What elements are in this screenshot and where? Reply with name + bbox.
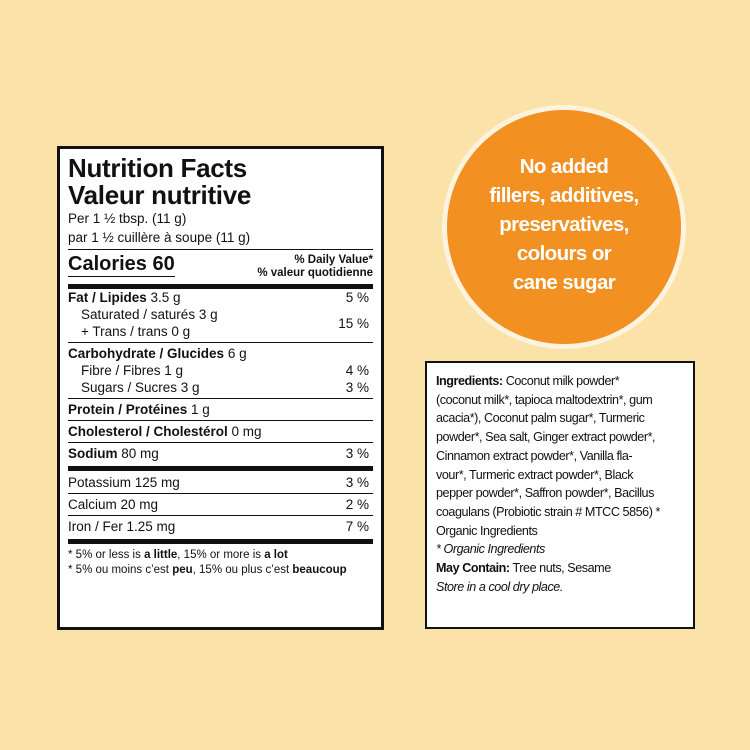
calcium-row: Calcium 20 mg 2 % xyxy=(68,496,373,513)
potassium-pct: 3 % xyxy=(345,475,369,490)
daily-value-header: % Daily Value* % valeur quotidienne xyxy=(257,252,373,280)
sodium-pct: 3 % xyxy=(345,446,369,461)
may-contain-label: May Contain: xyxy=(436,561,510,576)
sugars-label: Sugars / Sucres 3 g xyxy=(81,380,200,395)
divider xyxy=(68,442,373,443)
calories-label: Calories 60 xyxy=(68,253,175,277)
fat-amount: 3.5 g xyxy=(150,290,181,305)
calcium-pct: 2 % xyxy=(345,497,369,512)
ingredients-line: Cinnamon extract powder*, Vanilla fla- xyxy=(436,448,633,463)
ingredients-line: Organic Ingredients xyxy=(436,523,538,538)
cholesterol-amount: 0 mg xyxy=(231,424,262,439)
no-additives-badge: No added fillers, additives, preservativ… xyxy=(447,110,681,344)
ingredients-line: acacia*), Coconut palm sugar*, Turmeric xyxy=(436,411,645,426)
divider xyxy=(68,284,373,289)
iron-label: Iron / Fer 1.25 mg xyxy=(68,519,176,534)
footnote-en-text: * 5% or less is xyxy=(68,549,145,561)
sat-trans-group: Saturated / saturés 3 g + Trans / trans … xyxy=(68,306,373,340)
ingredients-line: (coconut milk*, tapioca maltodextrin*, g… xyxy=(436,392,653,407)
may-contain-value: Tree nuts, Sesame xyxy=(509,561,611,576)
protein-label: Protein / Protéines xyxy=(68,402,188,417)
badge-line: No added xyxy=(519,154,609,178)
protein-row: Protein / Protéines 1 g xyxy=(68,401,373,418)
ingredients-line: coagulans (Probiotic strain # MTCC 5856)… xyxy=(436,504,660,519)
cholesterol-label: Cholesterol / Cholestérol xyxy=(68,424,228,439)
calories-row: Calories 60 % Daily Value* % valeur quot… xyxy=(68,252,373,280)
badge-text: No added fillers, additives, preservativ… xyxy=(469,152,659,297)
cholesterol-row: Cholesterol / Cholestérol 0 mg xyxy=(68,423,373,440)
divider xyxy=(68,342,373,343)
footnote-en-text2: , 15% or more is xyxy=(177,549,265,561)
potassium-label: Potassium 125 mg xyxy=(68,475,180,490)
ingredients-line: powder*, Sea salt, Ginger extract powder… xyxy=(436,430,656,445)
divider xyxy=(68,466,373,471)
sugars-row: Sugars / Sucres 3 g 3 % xyxy=(68,379,373,396)
sodium-row: Sodium 80 mg 3 % xyxy=(68,445,373,462)
badge-line: cane sugar xyxy=(512,270,616,294)
fat-row: Fat / Lipides 3.5 g 5 % xyxy=(68,289,373,306)
divider xyxy=(68,493,373,494)
organic-note: * Organic Ingredients xyxy=(436,542,545,557)
fibre-label: Fibre / Fibres 1 g xyxy=(81,363,184,378)
saturated-label: Saturated / saturés 3 g xyxy=(81,307,218,322)
daily-value-fr: % valeur quotidienne xyxy=(257,267,373,279)
ingredients-box: Ingredients: Coconut milk powder* (cocon… xyxy=(425,361,695,629)
fat-pct: 5 % xyxy=(345,290,369,305)
serving-size-en: Per 1 ½ tbsp. (11 g) xyxy=(68,211,187,226)
sugars-pct: 3 % xyxy=(345,380,369,395)
fibre-row: Fibre / Fibres 1 g 4 % xyxy=(68,362,373,379)
footnote-fr-bold2: beaucoup xyxy=(292,564,347,576)
footnote-en: * 5% or less is a little, 15% or more is… xyxy=(68,548,373,563)
nutrition-title-en: Nutrition Facts xyxy=(68,153,247,183)
divider xyxy=(68,420,373,421)
divider xyxy=(68,539,373,544)
divider xyxy=(68,515,373,516)
serving-size-fr: par 1 ½ cuillère à soupe (11 g) xyxy=(68,230,251,245)
ingredients-line: vour*, Turmeric extract powder*, Black xyxy=(436,467,634,482)
footnote-fr-text2: , 15% ou plus c’est xyxy=(192,564,293,576)
daily-value-en: % Daily Value* xyxy=(294,254,373,266)
carb-amount: 6 g xyxy=(227,346,247,361)
carb-label: Carbohydrate / Glucides xyxy=(68,346,225,361)
sat-trans-pct: 15 % xyxy=(338,315,369,331)
storage-note: Store in a cool dry place. xyxy=(436,579,563,594)
divider xyxy=(68,398,373,399)
potassium-row: Potassium 125 mg 3 % xyxy=(68,474,373,491)
footnote-fr-text: * 5% ou moins c’est xyxy=(68,564,173,576)
footnote-en-bold2: a lot xyxy=(264,549,288,561)
footnote-fr-bold1: peu xyxy=(172,564,193,576)
nutrition-facts-table: Nutrition Facts Valeur nutritive Per 1 ½… xyxy=(57,146,384,630)
badge-line: preservatives, xyxy=(499,212,629,236)
trans-label: + Trans / trans 0 g xyxy=(81,324,191,339)
fat-label: Fat / Lipides xyxy=(68,290,147,305)
iron-row: Iron / Fer 1.25 mg 7 % xyxy=(68,518,373,535)
badge-line: colours or xyxy=(516,241,612,265)
calcium-label: Calcium 20 mg xyxy=(68,497,159,512)
sodium-label: Sodium xyxy=(68,446,118,461)
footnote: * 5% or less is a little, 15% or more is… xyxy=(68,548,373,578)
nutrition-title-fr: Valeur nutritive xyxy=(68,180,252,210)
ingredients-heading: Ingredients: xyxy=(436,374,503,388)
iron-pct: 7 % xyxy=(345,519,369,534)
sodium-amount: 80 mg xyxy=(121,446,159,461)
footnote-en-bold1: a little xyxy=(144,549,178,561)
fibre-pct: 4 % xyxy=(345,363,369,378)
badge-line: fillers, additives, xyxy=(489,183,639,207)
divider xyxy=(68,249,373,250)
ingredients-text: Coconut milk powder* xyxy=(502,374,620,388)
carb-row: Carbohydrate / Glucides 6 g xyxy=(68,345,373,362)
protein-amount: 1 g xyxy=(191,402,210,417)
ingredients-line: Ingredients: Coconut milk powder* xyxy=(436,372,685,391)
may-contain: May Contain: Tree nuts, Sesame xyxy=(436,559,685,578)
ingredients-line: pepper powder*, Saffron powder*, Bacillu… xyxy=(436,486,654,501)
footnote-fr: * 5% ou moins c’est peu, 15% ou plus c’e… xyxy=(68,563,373,578)
